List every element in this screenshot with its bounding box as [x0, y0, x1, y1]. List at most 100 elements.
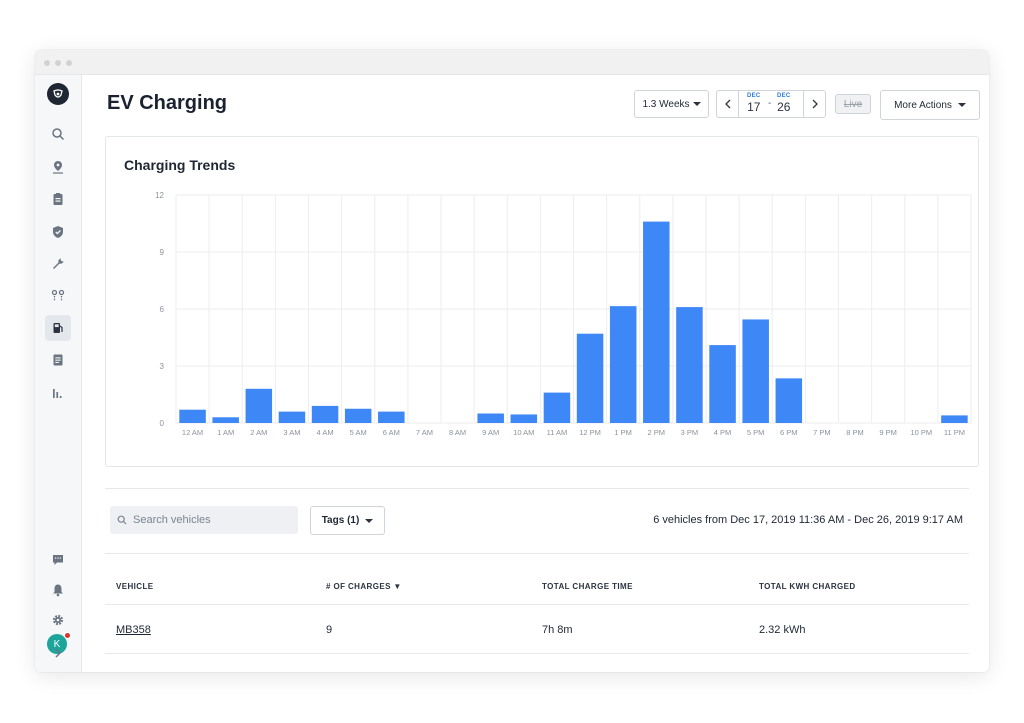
date-separator: - [768, 98, 772, 109]
x-tick-label: 5 PM [747, 428, 765, 437]
date-start[interactable]: DEC 17 [747, 93, 761, 113]
live-label: Live [843, 98, 863, 110]
search-icon[interactable] [45, 121, 71, 147]
chevron-left-icon [724, 99, 730, 109]
caret-down-icon [692, 102, 701, 106]
app-window: K EV Charging 1.3 Weeks DEC 17 - DEC 26 [35, 50, 989, 672]
search-input[interactable]: Search vehicles [110, 506, 298, 534]
bar [543, 392, 571, 423]
caret-down-icon [365, 518, 374, 523]
date-start-month: DEC [747, 93, 761, 99]
bar [742, 319, 769, 423]
document-icon[interactable] [45, 347, 71, 373]
x-tick-label: 9 PM [879, 428, 897, 437]
date-range-picker[interactable]: DEC 17 - DEC 26 [716, 90, 826, 118]
window-dot [44, 60, 50, 66]
gear-icon[interactable] [45, 607, 71, 633]
avatar[interactable]: K [47, 634, 67, 654]
window-dot [66, 60, 72, 66]
more-actions-button[interactable]: More Actions [880, 90, 980, 120]
x-tick-label: 4 AM [317, 428, 334, 437]
y-tick-label: 0 [160, 419, 165, 428]
tags-label: Tags (1) [321, 515, 360, 526]
chevron-right-icon[interactable] [45, 640, 71, 666]
wrench-icon[interactable] [45, 251, 71, 277]
date-start-day: 17 [747, 100, 761, 114]
date-end-month: DEC [777, 93, 791, 99]
bar [378, 411, 405, 423]
x-tick-label: 4 PM [714, 428, 732, 437]
bar [609, 306, 637, 423]
x-tick-label: 10 AM [513, 428, 534, 437]
notification-dot [64, 632, 71, 639]
x-tick-label: 2 PM [648, 428, 666, 437]
x-tick-label: 8 PM [846, 428, 864, 437]
x-tick-label: 11 PM [944, 428, 965, 437]
x-tick-label: 2 AM [250, 428, 267, 437]
column-header-kwh[interactable]: TOTAL KWH CHARGED [759, 582, 856, 591]
y-tick-label: 9 [160, 248, 165, 257]
main-content: EV Charging 1.3 Weeks DEC 17 - DEC 26 Li… [83, 75, 989, 672]
bar [709, 345, 736, 423]
x-tick-label: 11 AM [547, 428, 568, 437]
bar [941, 415, 968, 423]
sidebar: K [35, 75, 82, 672]
x-tick-label: 7 AM [416, 428, 433, 437]
next-date-button[interactable] [803, 91, 825, 117]
range-label: 1.3 Weeks [642, 98, 690, 110]
message-icon[interactable] [45, 547, 71, 573]
map-pin-icon[interactable] [45, 154, 71, 180]
x-tick-label: 7 PM [813, 428, 831, 437]
table-divider [105, 653, 969, 654]
prev-date-button[interactable] [717, 91, 739, 117]
bar [245, 388, 273, 423]
more-actions-label: More Actions [894, 99, 952, 111]
search-placeholder: Search vehicles [133, 514, 211, 526]
tags-dropdown[interactable]: Tags (1) [310, 506, 385, 535]
bar [643, 221, 670, 423]
route-icon[interactable] [45, 283, 71, 309]
date-end[interactable]: DEC 26 [777, 93, 791, 113]
bar-chart-icon[interactable] [45, 380, 71, 406]
charge-time-cell: 7h 8m [542, 624, 573, 636]
bar [676, 307, 703, 423]
charging-trends-card: Charging Trends 0 3 6 9 12 12 AM 1 AM 2 AM 3 AM 4… [105, 136, 979, 467]
bar [179, 409, 206, 423]
x-tick-label: 10 PM [910, 428, 932, 437]
x-tick-label: 12 AM [182, 428, 203, 437]
shield-icon[interactable] [45, 219, 71, 245]
charging-trends-chart: 0 3 6 9 12 12 AM 1 AM 2 AM 3 AM 4 AM 5 AM 6 AM 7 AM 8… [155, 191, 972, 437]
bar [212, 417, 239, 423]
column-header-vehicle[interactable]: VEHICLE [116, 582, 154, 591]
x-tick-label: 1 AM [217, 428, 234, 437]
bar [775, 378, 803, 423]
clipboard-icon[interactable] [45, 186, 71, 212]
range-dropdown[interactable]: 1.3 Weeks [634, 90, 709, 118]
x-tick-label: 8 AM [449, 428, 466, 437]
title-bar [35, 50, 989, 75]
chart-title: Charging Trends [124, 157, 236, 173]
bell-icon[interactable] [45, 577, 71, 603]
bar [477, 413, 504, 423]
bar [278, 411, 306, 423]
bar [344, 408, 372, 423]
bar [311, 405, 339, 423]
column-header-charges[interactable]: # OF CHARGES ▼ [326, 582, 402, 591]
fuel-pump-icon[interactable] [45, 315, 71, 341]
section-divider [105, 488, 969, 489]
charges-cell: 9 [326, 624, 333, 636]
x-tick-label: 1 PM [614, 428, 632, 437]
bar [510, 414, 538, 423]
search-icon [117, 515, 127, 525]
vehicle-link[interactable]: MB358 [116, 624, 151, 636]
x-tick-label: 5 AM [350, 428, 367, 437]
y-tick-label: 6 [160, 305, 165, 314]
section-divider [105, 553, 969, 554]
x-tick-label: 6 AM [383, 428, 400, 437]
logo-icon[interactable] [47, 83, 69, 105]
page-title: EV Charging [107, 92, 228, 114]
column-header-charge-time[interactable]: TOTAL CHARGE TIME [542, 582, 633, 591]
x-tick-label: 6 PM [780, 428, 798, 437]
avatar-initial: K [53, 638, 61, 650]
live-button[interactable]: Live [835, 94, 871, 114]
